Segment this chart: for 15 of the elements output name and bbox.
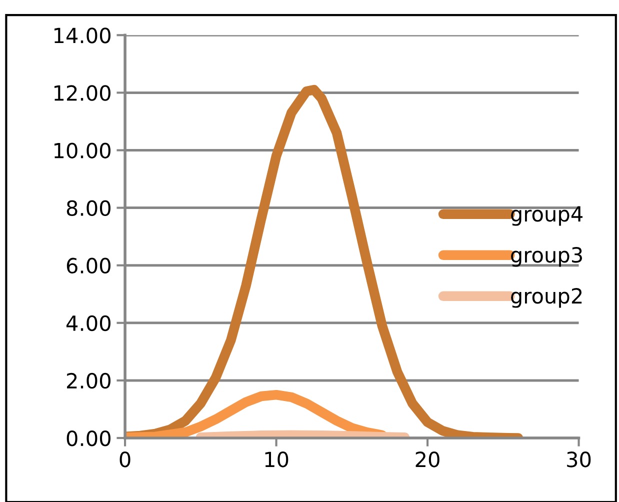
y-tick-label: 6.00: [66, 258, 110, 274]
legend-label: group3: [511, 246, 582, 267]
y-tick-label: 0.00: [66, 430, 110, 446]
y-tick-label: 12.00: [54, 85, 110, 101]
y-tick-label: 14.00: [54, 28, 110, 44]
legend-label: group4: [511, 206, 582, 226]
x-tick-label: 20: [416, 452, 440, 468]
x-tick-label: 30: [567, 452, 591, 468]
y-tick-label: 10.00: [54, 142, 110, 158]
legend-label: group2: [511, 288, 582, 308]
y-tick-label: 4.00: [66, 315, 110, 332]
x-tick-label: 0: [120, 452, 130, 468]
y-tick-label: 2.00: [66, 372, 110, 389]
y-tick-label: 8.00: [66, 200, 110, 216]
x-tick-label: 10: [265, 452, 288, 468]
